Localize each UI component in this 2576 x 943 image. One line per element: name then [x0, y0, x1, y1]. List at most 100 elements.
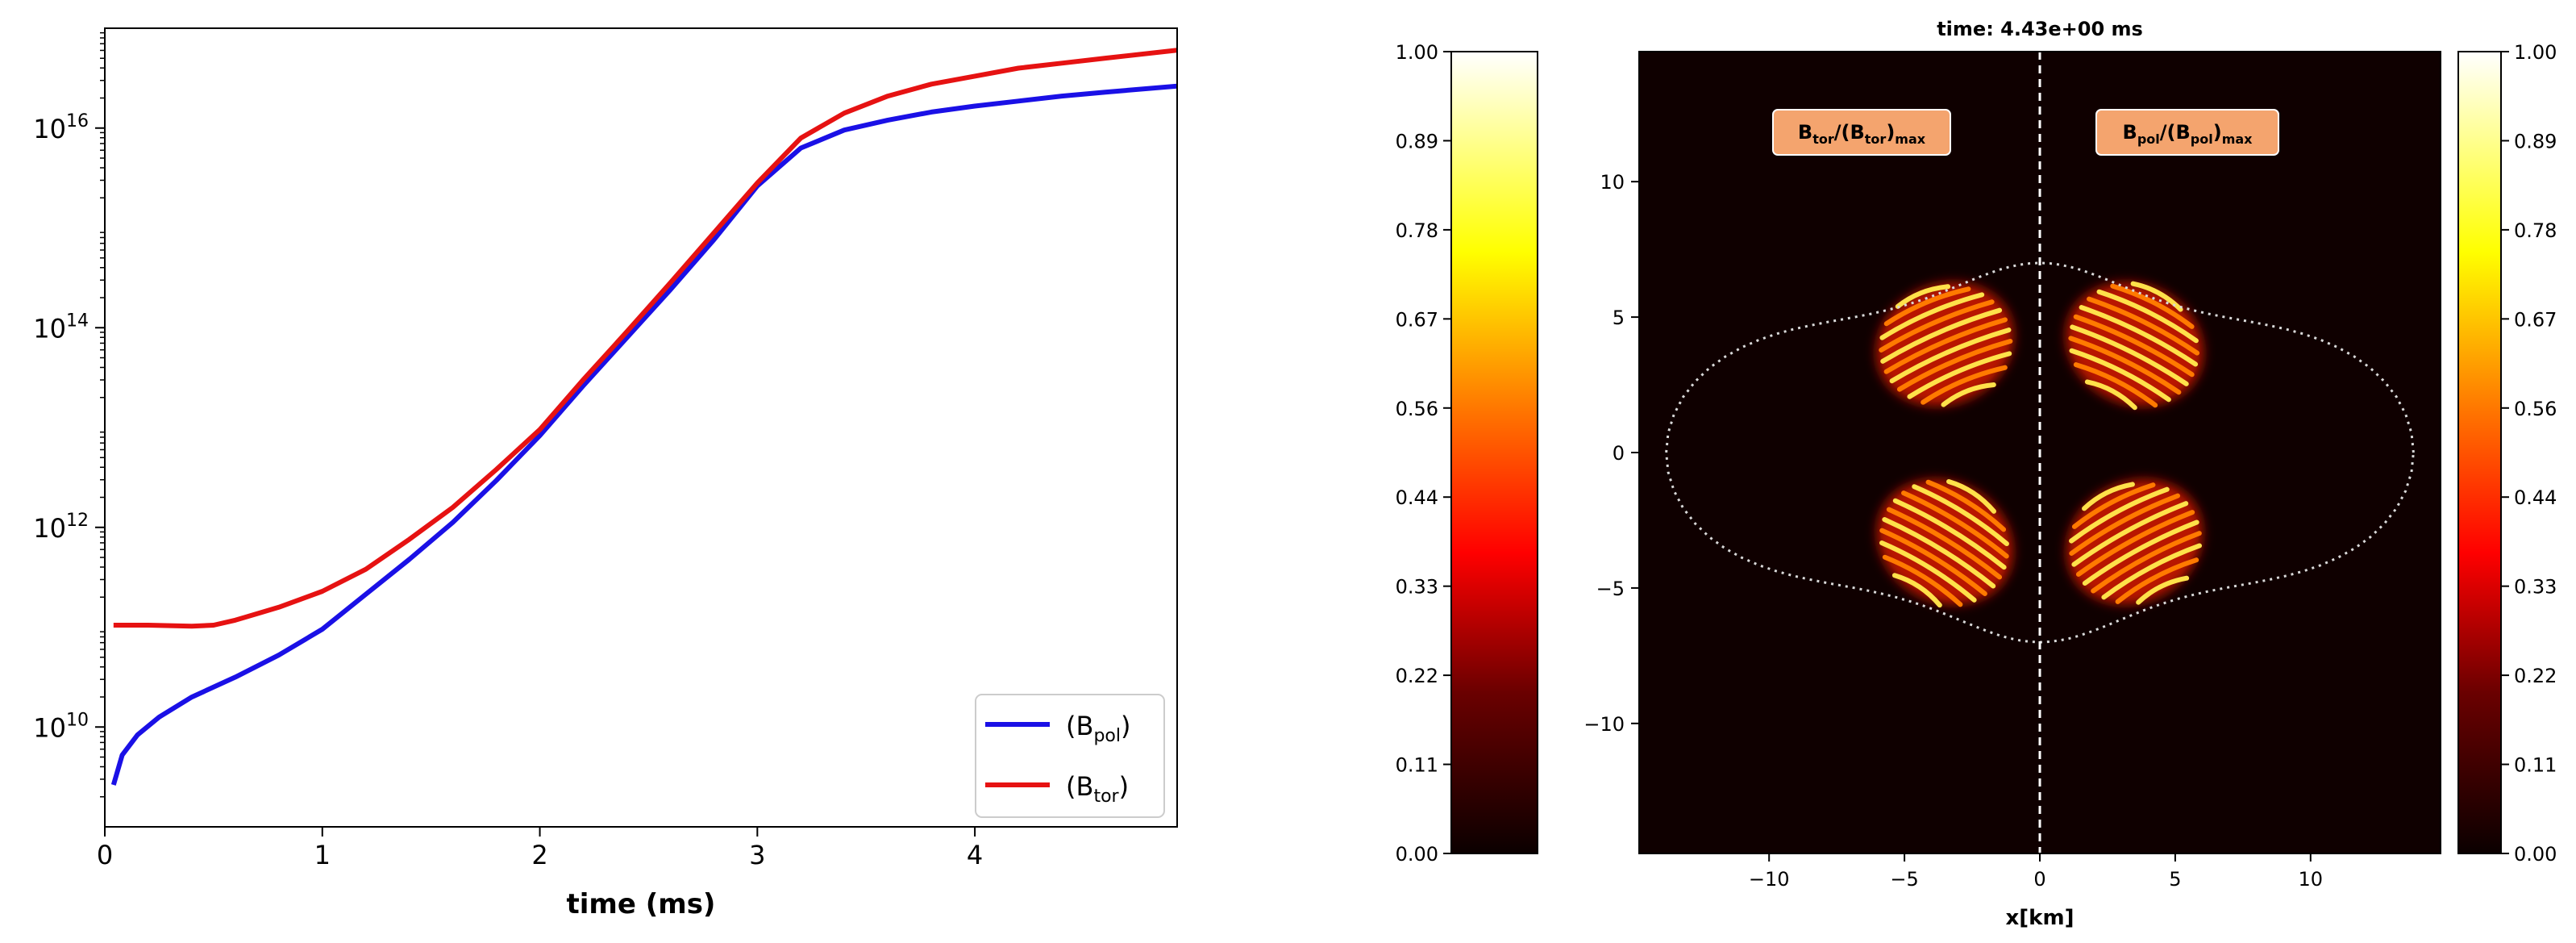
x-tick-label: 2	[531, 840, 547, 870]
colorbar-tick-label: 0.11	[2514, 754, 2557, 777]
blob-stripe	[2069, 486, 2170, 544]
colorbar-tick-label: 0.44	[1396, 486, 1438, 509]
colorbar-tick-label: 0.33	[2514, 576, 2557, 599]
heatmap-x-tick-label: −10	[1749, 868, 1790, 891]
blob-stripe	[1883, 286, 1971, 327]
colorbar-tick-label: 0.22	[2514, 665, 2557, 687]
blob-stripe	[1886, 507, 2003, 580]
heatmap-y-tick-label: 10	[1600, 171, 1625, 194]
heatmap-x-label: x[km]	[2006, 906, 2075, 930]
blob-stripe	[1896, 338, 2013, 392]
heatmap-chart: 1.00 0.89 0.78 0.67 0.56 0.44 0.33 0.22 0.11 0.00…	[1396, 18, 2557, 930]
y-tick-label: 1016	[33, 111, 89, 144]
colorbar-tick-label: 1.00	[1396, 41, 1438, 64]
colorbar-tick-label: 0.11	[1396, 754, 1438, 777]
colorbar-left-ticks: 1.00 0.89 0.78 0.67 0.56 0.44 0.33 0.22 0.11 0.00	[1396, 41, 1451, 866]
colorbar-right-ticks: 1.00 0.89 0.78 0.67 0.56 0.44 0.33 0.22 0.11 0.00	[2501, 41, 2557, 866]
blob-stripe	[2075, 510, 2195, 577]
legend-label-btor: (Btor)	[1066, 771, 1129, 807]
colorbar-tick-label: 0.67	[1396, 308, 1438, 331]
colorbar-tick-label: 0.78	[1396, 219, 1438, 242]
colorbar-tick-label: 1.00	[2514, 41, 2557, 64]
x-axis-label: time (ms)	[567, 888, 716, 920]
colorbar-left	[1450, 51, 1538, 854]
blob-stripe	[2084, 379, 2137, 411]
y-tick-label: 1012	[33, 511, 89, 544]
heatmap-y-tick-label: −10	[1583, 713, 1625, 736]
annotation-bpol-box	[2095, 109, 2279, 156]
blob-stripe	[2115, 557, 2199, 604]
x-tick-label: 4	[967, 840, 983, 870]
blob-stripe	[1892, 498, 2007, 570]
blob-stripe	[1895, 284, 1951, 309]
field-blob-btor	[1876, 282, 2014, 407]
heatmap-x-tick-label: −5	[1890, 868, 1918, 891]
line-chart: 0 1 2 3 4 1010 1012 1014 1016 time (ms) (Bpol) …	[33, 27, 1178, 920]
annotation-btor: Btor/(Btor)max	[1772, 109, 1951, 156]
blob-stripe	[1879, 528, 1987, 596]
blob-stripe	[1921, 365, 2008, 405]
field-blob-bpol	[2066, 479, 2203, 605]
blob-stripe	[1912, 484, 2009, 547]
x-tick-label: 1	[314, 840, 331, 870]
series-line-bpol	[110, 83, 1177, 786]
heatmap-y-ticks: 10 5 0 −5 −10	[1583, 171, 1639, 736]
blob-stripe	[2101, 543, 2203, 600]
blob-stripe	[1907, 351, 2012, 399]
blob-stripe	[2069, 493, 2180, 557]
x-tick-label: 3	[749, 840, 765, 870]
legend: (Bpol) (Btor)	[975, 694, 1165, 818]
blob-stripe	[1882, 517, 1996, 589]
field-blobs	[1876, 281, 2204, 608]
colorbar-tick-label: 0.89	[2514, 130, 2557, 152]
series-lines	[110, 48, 1177, 786]
colorbar-tick-label: 0.44	[2514, 486, 2557, 509]
blob-stripe	[2068, 336, 2182, 395]
blob-stripe	[2082, 519, 2199, 586]
colorbar-tick-label: 0.22	[1396, 665, 1438, 687]
plot-frame	[104, 27, 1178, 828]
annotation-btor-box	[1772, 109, 1951, 156]
blob-stripe	[1891, 573, 1942, 608]
blob-stripe	[1882, 554, 1963, 607]
blob-stripe	[2087, 296, 2200, 356]
blob-stripe	[1941, 382, 1996, 407]
blob-stripe	[2082, 482, 2135, 511]
annotation-btor-text: Btor/(Btor)max	[1798, 121, 1926, 147]
annotation-bpol: Bpol/(Bpol)max	[2095, 109, 2279, 156]
y-axis-ticks: 1010 1012 1014 1016	[33, 31, 105, 798]
y-tick-label: 1010	[33, 710, 89, 743]
blob-stripe	[1879, 292, 1985, 340]
blob-stripe	[1901, 490, 2009, 559]
series-line-btor	[113, 48, 1177, 629]
heatmap-y-tick-label: 0	[1613, 442, 1625, 465]
heatmap-x-ticks: −10 −5 0 5 10	[1749, 853, 2323, 891]
blob-stripe	[2070, 324, 2189, 386]
heatmap-y-tick-label: 5	[1613, 307, 1625, 329]
colorbar-tick-label: 0.89	[1396, 130, 1438, 152]
star-boundary	[1665, 261, 2415, 644]
annotation-bpol-text: Bpol/(Bpol)max	[2123, 121, 2253, 147]
colorbar-tick-label: 0.00	[2514, 843, 2557, 866]
colorbar-tick-label: 0.78	[2514, 219, 2557, 242]
colorbar-right	[2457, 51, 2502, 854]
blob-stripe	[1879, 299, 1995, 353]
colorbar-tick-label: 0.33	[1396, 576, 1438, 599]
field-blob-bpol	[2066, 281, 2204, 411]
blob-stripe	[2071, 482, 2156, 529]
blob-stripe	[2073, 362, 2158, 408]
colorbar-tick-label: 0.67	[2514, 308, 2557, 331]
heatmap-x-tick-label: 0	[2033, 868, 2045, 891]
heatmap-y-tick-label: −5	[1596, 578, 1625, 600]
heatmap-title: time: 4.43e+00 ms	[1937, 18, 2143, 40]
blob-stripe	[2136, 575, 2190, 605]
blob-stripe	[2091, 531, 2202, 594]
colorbar-tick-label: 0.56	[2514, 398, 2557, 420]
blob-stripe	[1880, 307, 2003, 364]
blob-stripe	[1883, 317, 2008, 374]
y-tick-label: 1014	[33, 311, 89, 344]
x-axis-ticks: 0 1 2 3 4	[97, 827, 983, 870]
legend-label-bpol: (Bpol)	[1066, 711, 1130, 746]
